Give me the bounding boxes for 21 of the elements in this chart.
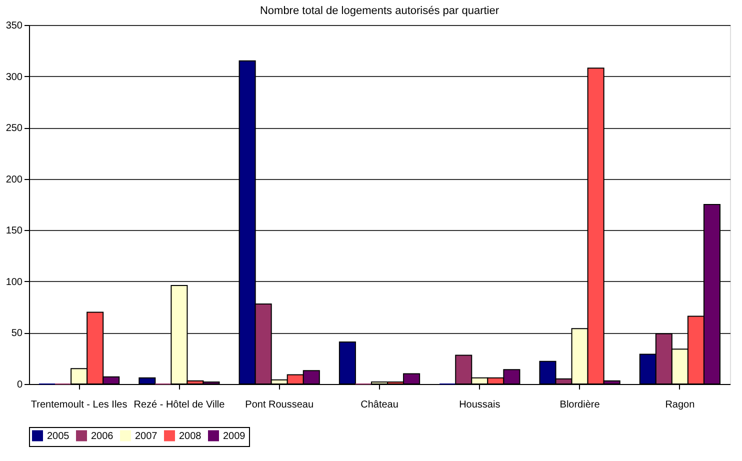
y-tick-label: 350	[6, 20, 23, 32]
y-tick-label: 0	[16, 380, 23, 390]
y-tick-label: 100	[6, 276, 23, 288]
legend-label: 2006	[91, 430, 114, 442]
x-tick-label: Houssais	[459, 400, 500, 410]
legend-label: 2009	[223, 430, 246, 442]
y-tick-label: 200	[6, 174, 23, 186]
chart-title: Nombre total de logements autorisés par quartier	[260, 5, 500, 17]
x-tick-label: Trentemoult - Les Iles	[30, 400, 128, 410]
y-tick-label: 300	[6, 72, 23, 83]
legend-label: 2007	[135, 430, 158, 442]
x-tick-label: Pont Rousseau	[245, 400, 314, 410]
y-tick-label: 150	[6, 226, 23, 237]
x-tick-label: Ragon	[665, 400, 695, 410]
legend-label: 2005	[47, 430, 70, 442]
y-tick-label: 250	[6, 123, 23, 134]
x-tick-label: Rezé - Hôtel de Ville	[134, 400, 226, 410]
x-tick-label: Blordière	[560, 400, 600, 410]
legend-label: 2008	[179, 430, 202, 442]
x-tick-label: Château	[360, 400, 398, 410]
y-tick-label: 50	[11, 328, 23, 340]
